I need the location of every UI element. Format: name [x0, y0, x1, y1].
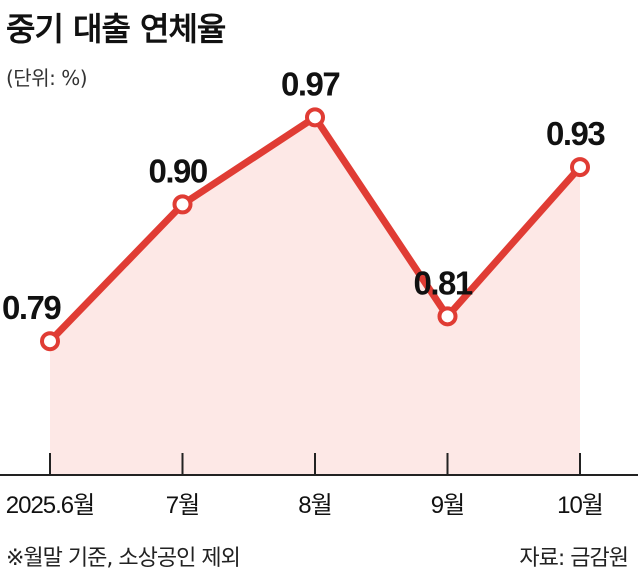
- data-label: 0.79: [2, 289, 61, 326]
- data-point: [305, 107, 325, 128]
- data-point: [437, 306, 458, 327]
- point-layer: [40, 107, 590, 352]
- x-tick-label: 10월: [557, 492, 603, 519]
- tick-label-layer: 2025.6월 7월 8월 9월 10월: [6, 492, 604, 519]
- x-tick-label: 2025.6월: [6, 492, 95, 519]
- x-tick-label: 7월: [166, 492, 199, 519]
- data-label: 0.90: [149, 152, 207, 189]
- data-label: 0.97: [281, 65, 339, 102]
- footnote: ※월말 기준, 소상공인 제외: [6, 546, 241, 571]
- area-layer: [50, 117, 580, 475]
- x-tick-label: 9월: [431, 492, 464, 519]
- data-point: [172, 194, 193, 215]
- x-tick-label: 8월: [298, 492, 331, 519]
- data-label: 0.93: [546, 115, 605, 152]
- area-fill: [50, 117, 580, 475]
- chart-title: 중기 대출 연체율: [6, 10, 226, 48]
- data-label: 0.81: [414, 264, 473, 301]
- x-axis: [0, 453, 638, 476]
- data-point: [570, 157, 590, 178]
- unit-label: (단위: %): [6, 66, 88, 90]
- source-note: 자료: 금감원: [519, 546, 629, 571]
- data-point: [40, 331, 60, 352]
- data-label-layer: 0.79 0.90 0.97 0.81 0.93: [2, 65, 607, 326]
